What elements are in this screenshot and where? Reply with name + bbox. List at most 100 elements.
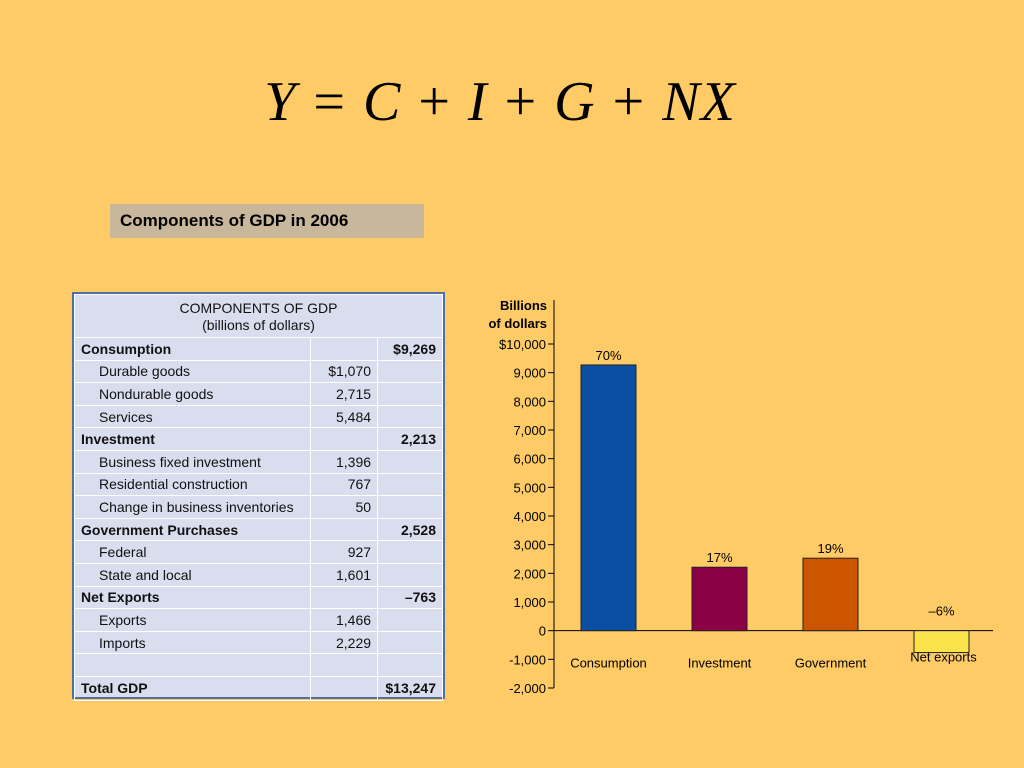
row-subvalue: 927	[309, 540, 379, 564]
table-row: State and local 1,601	[74, 562, 443, 587]
x-category-label: Investment	[688, 656, 752, 671]
row-total: 2,213	[377, 427, 443, 451]
row-subvalue: 2,229	[309, 630, 379, 655]
chart-bars: 70% Consumption 17% Investment 19% Government…	[570, 348, 977, 671]
x-category-label: Consumption	[570, 656, 647, 671]
y-tick-label: 7,000	[513, 423, 546, 438]
table-row: Change in business inventories 50	[74, 495, 443, 519]
y-tick-label: 3,000	[513, 538, 546, 553]
row-subvalue: 5,484	[309, 404, 379, 429]
eq-plus-2: +	[504, 71, 538, 133]
bar-percent-label: –6%	[928, 604, 954, 619]
x-category-label: Net exports	[910, 650, 977, 665]
row-total	[377, 653, 443, 677]
gdp-equation: Y = C + I + G + NX	[0, 70, 1000, 134]
table-row	[74, 653, 443, 677]
table-row: Net Exports –763	[74, 585, 443, 610]
table-row: Residential construction 767	[74, 472, 443, 497]
row-total	[377, 608, 443, 632]
eq-term-nx: NX	[662, 71, 736, 133]
bar	[913, 630, 970, 654]
row-subvalue	[309, 337, 379, 361]
row-label: Consumption	[74, 337, 311, 361]
y-tick-label: 4,000	[513, 509, 546, 524]
row-subvalue: 1,466	[309, 608, 379, 632]
table-row: Nondurable goods 2,715	[74, 382, 443, 406]
row-label: Net Exports	[74, 585, 311, 610]
table-row: Durable goods $1,070	[74, 359, 443, 384]
table-row: Federal 927	[74, 540, 443, 564]
row-total	[377, 630, 443, 655]
row-total: $9,269	[377, 337, 443, 361]
table-row: Consumption $9,269	[74, 337, 443, 361]
eq-term-i: I	[467, 71, 488, 133]
row-label: Durable goods	[74, 359, 311, 384]
table-header-title: COMPONENTS OF GDP	[179, 300, 338, 316]
row-subvalue: 2,715	[309, 382, 379, 406]
y-axis-label-line1: Billions	[500, 298, 547, 313]
y-tick-label: 6,000	[513, 452, 546, 467]
eq-term-g: G	[554, 71, 596, 133]
y-tick-label: -2,000	[509, 681, 546, 696]
eq-plus-1: +	[418, 71, 451, 133]
row-label: Government Purchases	[74, 517, 311, 542]
table-row: Services 5,484	[74, 404, 443, 429]
row-label: Exports	[74, 608, 311, 632]
x-category-label: Government	[795, 656, 867, 671]
row-total	[377, 382, 443, 406]
row-total	[377, 540, 443, 564]
table-row: Business fixed investment 1,396	[74, 449, 443, 474]
row-subvalue: 50	[309, 495, 379, 519]
row-label: Investment	[74, 427, 311, 451]
eq-plus-3: +	[612, 71, 646, 133]
table-header-units: (billions of dollars)	[202, 317, 315, 333]
bar-percent-label: 19%	[817, 541, 843, 556]
table-row: Exports 1,466	[74, 608, 443, 632]
row-subvalue	[309, 653, 379, 677]
table-header: COMPONENTS OF GDP (billions of dollars)	[74, 294, 443, 338]
y-tick-label: 1,000	[513, 595, 546, 610]
row-label: State and local	[74, 562, 311, 587]
eq-term-c: C	[362, 71, 402, 133]
row-subvalue: $1,070	[309, 359, 379, 384]
y-tick-label: 8,000	[513, 394, 546, 409]
row-subvalue: 1,396	[309, 449, 379, 474]
row-total	[377, 495, 443, 519]
row-total	[377, 449, 443, 474]
row-label: Total GDP	[74, 675, 311, 701]
table-row: Total GDP $13,247	[74, 675, 443, 701]
table-header-row: COMPONENTS OF GDP (billions of dollars)	[74, 294, 443, 338]
eq-term-y: Y	[264, 71, 297, 133]
eq-equals: =	[313, 71, 346, 133]
row-label: Imports	[74, 630, 311, 655]
bar	[580, 364, 637, 632]
gdp-bar-chart: Billions of dollars -2,000 -1,000 0 1,000 2,…	[488, 298, 993, 696]
table-row: Investment 2,213	[74, 427, 443, 451]
row-subvalue	[309, 427, 379, 451]
table-row: Government Purchases 2,528	[74, 517, 443, 542]
y-tick-label: 2,000	[513, 566, 546, 581]
y-tick-label: 5,000	[513, 480, 546, 495]
row-subvalue	[309, 517, 379, 542]
row-label: Services	[74, 404, 311, 429]
row-label: Business fixed investment	[74, 449, 311, 474]
row-total	[377, 404, 443, 429]
row-subvalue: 767	[309, 472, 379, 497]
row-subvalue	[309, 585, 379, 610]
row-label: Federal	[74, 540, 311, 564]
row-label: Nondurable goods	[74, 382, 311, 406]
y-tick-label: -1,000	[509, 652, 546, 667]
gdp-components-table: COMPONENTS OF GDP (billions of dollars) …	[72, 292, 445, 701]
y-tick-label: 9,000	[513, 366, 546, 381]
bar	[802, 557, 859, 632]
y-tick-label: $10,000	[499, 337, 546, 352]
row-label: Residential construction	[74, 472, 311, 497]
slide-subtitle: Components of GDP in 2006	[110, 204, 424, 238]
row-total: –763	[377, 585, 443, 610]
bar-percent-label: 17%	[706, 550, 732, 565]
row-total	[377, 359, 443, 384]
row-total: $13,247	[377, 675, 443, 701]
bar	[691, 566, 748, 632]
row-label: Change in business inventories	[74, 495, 311, 519]
chart-axes: -2,000 -1,000 0 1,000 2,000 3,000 4,000 5,000 6,…	[499, 300, 993, 696]
